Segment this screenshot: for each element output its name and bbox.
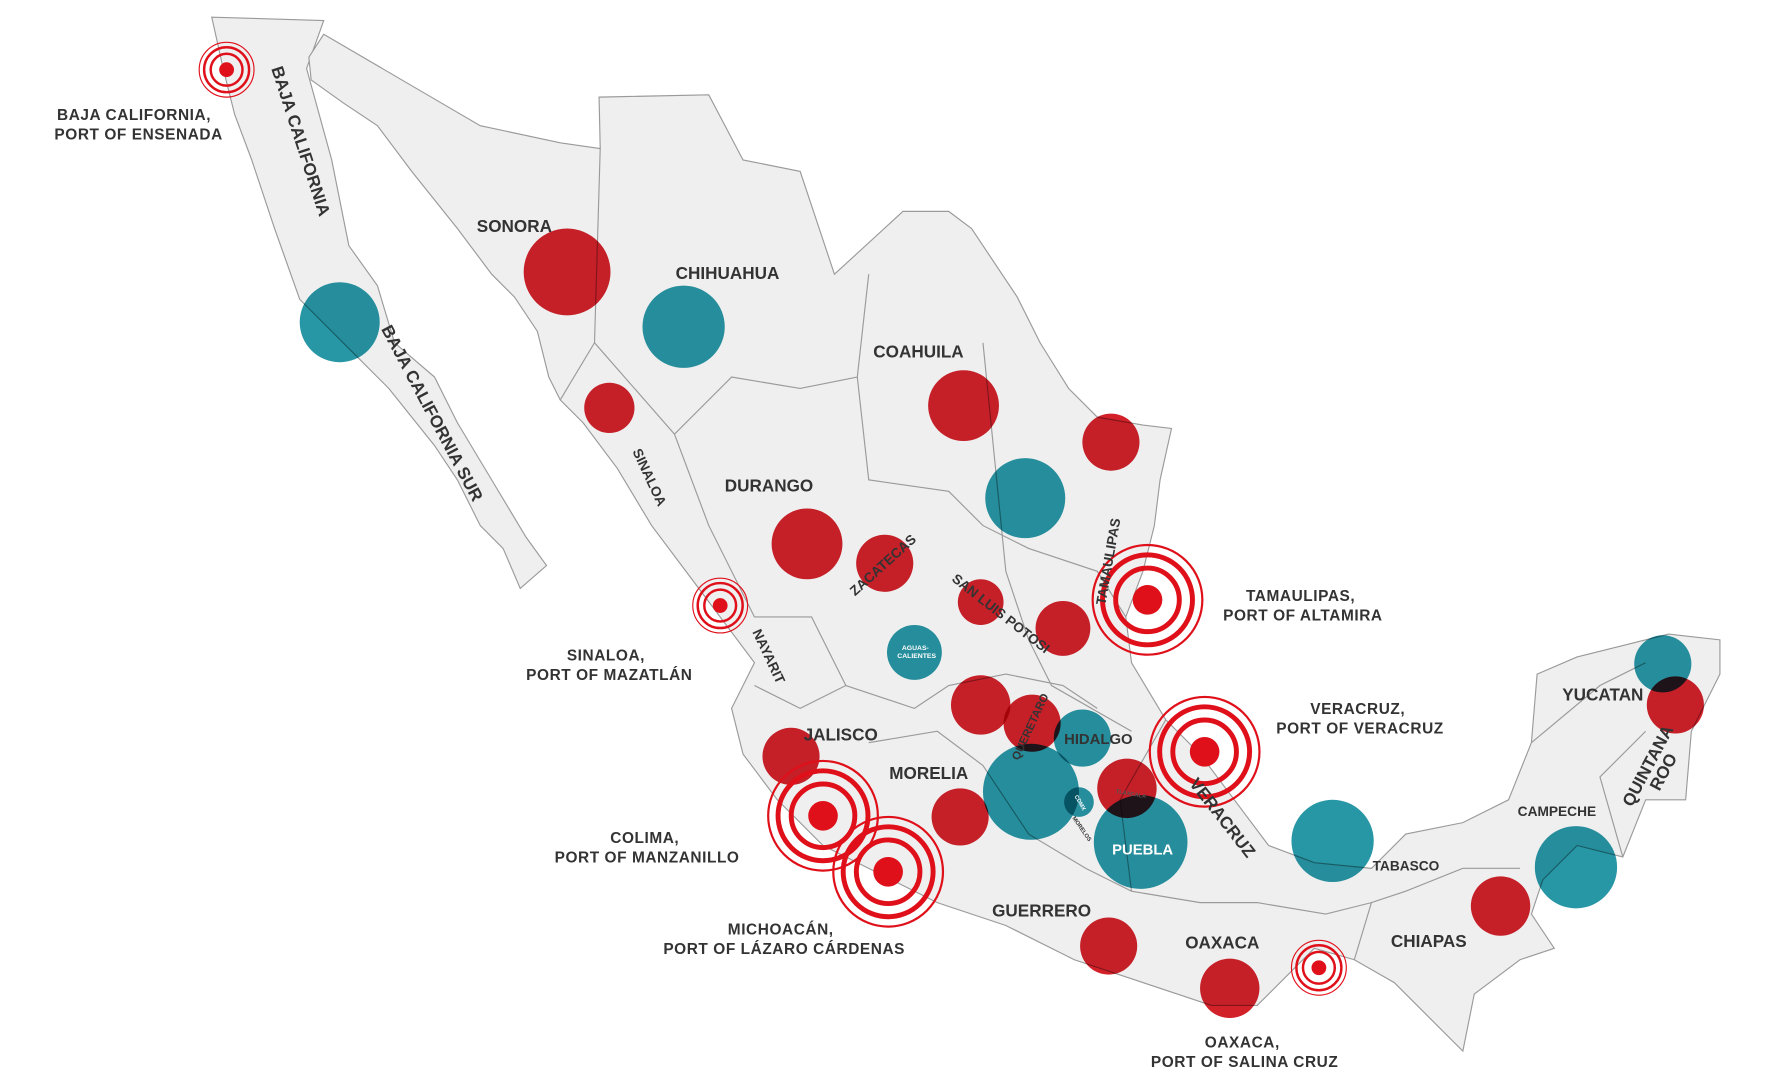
label-tabasco: TABASCO (1373, 859, 1440, 874)
port-manzanillo-line2: PORT OF MANZANILLO (555, 850, 740, 867)
marker-jalisco (762, 727, 820, 785)
label-aguascalientes-1: AGUAS- (902, 645, 929, 652)
marker-estado-de-mexico (982, 743, 1079, 840)
port-altamira-line1: TAMAULIPAS, (1246, 588, 1355, 605)
marker-zacatecas (856, 534, 914, 592)
marker-chiapas (1470, 876, 1531, 936)
ring-center (1132, 585, 1163, 615)
port-labels: BAJA CALIFORNIA, PORT OF ENSENADA SINALO… (54, 107, 1443, 1071)
label-chiapas: CHIAPAS (1391, 931, 1467, 951)
label-chihuahua: CHIHUAHUA (676, 263, 780, 283)
port-mazatlan-line2: PORT OF MAZATLÁN (526, 667, 692, 684)
ring (788, 781, 858, 851)
ring-center (808, 800, 838, 831)
ring (767, 759, 879, 872)
label-jalisco: JALISCO (804, 724, 878, 744)
marker-cdmx (1064, 787, 1094, 817)
markers (299, 228, 1704, 1019)
ring (1100, 552, 1195, 648)
marker-durango (771, 508, 843, 580)
marker-guanajuato (950, 675, 1011, 735)
ring (202, 45, 251, 94)
ring (209, 52, 244, 87)
label-campeche: CAMPECHE (1518, 804, 1596, 819)
marker-aguascalientes (886, 624, 942, 680)
port-ensenada-line2: PORT OF ENSENADA (54, 126, 222, 143)
marker-nuevo-leon (985, 458, 1066, 539)
port-lazaro-cardenas-line2: PORT OF LÁZARO CÁRDENAS (663, 941, 905, 958)
port-veracruz-line2: PORT OF VERACRUZ (1276, 721, 1443, 738)
ring (853, 837, 923, 907)
marker-michoacan (931, 788, 989, 846)
marker-queretaro (1003, 694, 1061, 752)
marker-puebla (1093, 795, 1188, 889)
marker-baja-california-sur (299, 282, 380, 363)
port-mazatlan-line1: SINALOA, (567, 647, 645, 664)
ring (696, 581, 744, 630)
marker-quintana-roo (1646, 676, 1704, 734)
port-ring-altamira (1091, 543, 1204, 656)
ring (1301, 950, 1337, 985)
ring (1295, 944, 1343, 992)
marker-tamaulipas-south (1035, 600, 1091, 656)
ring (1290, 939, 1347, 996)
label-oaxaca: OAXACA (1185, 932, 1259, 952)
ring-center (712, 598, 728, 613)
port-salina-cruz-line1: OAXACA, (1205, 1035, 1280, 1052)
ring (832, 815, 945, 928)
marker-oaxaca (1200, 958, 1260, 1019)
marker-sinaloa (584, 382, 635, 434)
port-lazaro-cardenas-line1: MICHOACÁN, (728, 922, 834, 939)
port-ring-salina-cruz (1290, 939, 1347, 996)
mainland (308, 33, 1721, 1053)
ring (1148, 695, 1261, 808)
port-salina-cruz-line2: PORT OF SALINA CRUZ (1151, 1054, 1338, 1071)
baja-peninsula (211, 16, 548, 590)
port-ring-ensenada (198, 41, 255, 98)
label-hidalgo: HIDALGO (1064, 732, 1132, 748)
label-guerrero: GUERRERO (992, 900, 1091, 920)
marker-tamaulipas-north (1082, 413, 1140, 471)
port-veracruz-line1: VERACRUZ, (1310, 701, 1405, 718)
label-durango: DURANGO (725, 475, 813, 495)
ring (703, 588, 738, 623)
port-ring-lazaro-cardenas (832, 815, 945, 928)
ring (692, 577, 749, 634)
ring (198, 41, 255, 98)
port-rings (198, 41, 1347, 996)
ring-center (1189, 736, 1220, 767)
port-manzanillo-line1: COLIMA, (610, 830, 679, 847)
marker-veracruz-south (1291, 799, 1374, 883)
ring-center (873, 856, 903, 887)
marker-san-luis-potosi (957, 579, 1004, 625)
ring (1157, 704, 1253, 800)
marker-chihuahua (642, 285, 725, 368)
port-altamira-line2: PORT OF ALTAMIRA (1223, 607, 1382, 624)
ring (1113, 565, 1182, 635)
label-coahuila: COAHUILA (873, 342, 963, 362)
port-ring-mazatlan (692, 577, 749, 634)
marker-guerrero (1080, 917, 1138, 975)
marker-coahuila (928, 370, 999, 442)
port-ensenada-line1: BAJA CALIFORNIA, (57, 107, 211, 124)
ring (1091, 543, 1204, 656)
label-aguascalientes-2: CALIENTES (897, 653, 936, 660)
label-morelia: MORELIA (889, 763, 968, 783)
ring (1170, 717, 1239, 787)
label-baja-california-sur: BAJA CALIFORNIA SUR (377, 322, 487, 506)
label-puebla: PUEBLA (1112, 843, 1173, 859)
label-yucatan: YUCATAN (1562, 684, 1643, 704)
ring (775, 768, 871, 864)
ring (840, 824, 936, 920)
port-ring-manzanillo (767, 759, 879, 872)
marker-sonora (523, 228, 611, 316)
port-ring-veracruz (1148, 695, 1261, 808)
label-sonora: SONORA (477, 216, 552, 236)
ring-center (1311, 960, 1327, 976)
marker-hidalgo (1053, 709, 1111, 767)
label-tlaxcala: TLAXCALA (1115, 789, 1146, 800)
ring-center (219, 62, 235, 78)
marker-campeche (1534, 826, 1618, 909)
